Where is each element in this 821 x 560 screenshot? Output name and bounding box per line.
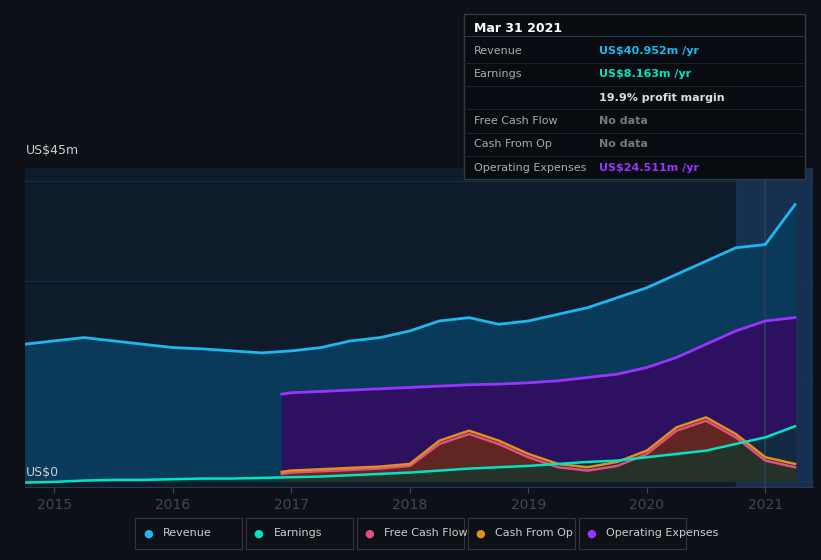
Text: Free Cash Flow: Free Cash Flow bbox=[384, 529, 468, 538]
Text: 19.9% profit margin: 19.9% profit margin bbox=[599, 92, 725, 102]
Text: Cash From Op: Cash From Op bbox=[495, 529, 573, 538]
Bar bbox=[736, 168, 813, 487]
Text: ●: ● bbox=[143, 529, 153, 538]
Text: No data: No data bbox=[599, 139, 649, 149]
Text: US$40.952m /yr: US$40.952m /yr bbox=[599, 46, 699, 56]
Text: Mar 31 2021: Mar 31 2021 bbox=[474, 21, 562, 35]
Text: US$0: US$0 bbox=[26, 466, 59, 479]
Text: Operating Expenses: Operating Expenses bbox=[606, 529, 718, 538]
Text: ●: ● bbox=[475, 529, 485, 538]
Text: No data: No data bbox=[599, 116, 649, 126]
Text: ●: ● bbox=[586, 529, 596, 538]
Text: ●: ● bbox=[365, 529, 374, 538]
Text: Revenue: Revenue bbox=[163, 529, 211, 538]
Text: Operating Expenses: Operating Expenses bbox=[474, 162, 586, 172]
Text: US$24.511m /yr: US$24.511m /yr bbox=[599, 162, 699, 172]
Text: Free Cash Flow: Free Cash Flow bbox=[474, 116, 557, 126]
Text: US$45m: US$45m bbox=[26, 144, 80, 157]
Text: US$8.163m /yr: US$8.163m /yr bbox=[599, 69, 691, 79]
Text: ●: ● bbox=[254, 529, 264, 538]
Text: Revenue: Revenue bbox=[474, 46, 522, 56]
Text: Earnings: Earnings bbox=[273, 529, 322, 538]
Text: Cash From Op: Cash From Op bbox=[474, 139, 552, 149]
Text: Earnings: Earnings bbox=[474, 69, 522, 79]
